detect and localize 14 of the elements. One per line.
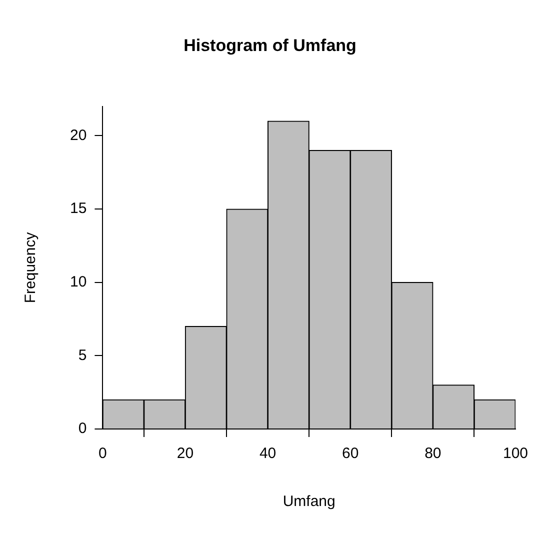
x-tick-label: 20 (176, 445, 194, 462)
y-axis-title: Frequency (22, 232, 40, 304)
chart-title: Histogram of Umfang (184, 36, 356, 55)
x-tick-label: 40 (259, 445, 276, 462)
x-tick-label: 0 (98, 445, 107, 462)
x-tick-label: 80 (424, 445, 442, 462)
y-tick-label: 20 (70, 126, 87, 144)
y-tick-label: 15 (70, 200, 87, 218)
x-axis-title: Umfang (282, 493, 336, 510)
y-tick-label: 5 (78, 346, 87, 364)
x-tick-label: 100 (502, 445, 528, 462)
y-tick-label: 0 (78, 420, 87, 438)
x-tick-label: 60 (342, 445, 359, 462)
y-tick-label: 10 (70, 274, 87, 291)
